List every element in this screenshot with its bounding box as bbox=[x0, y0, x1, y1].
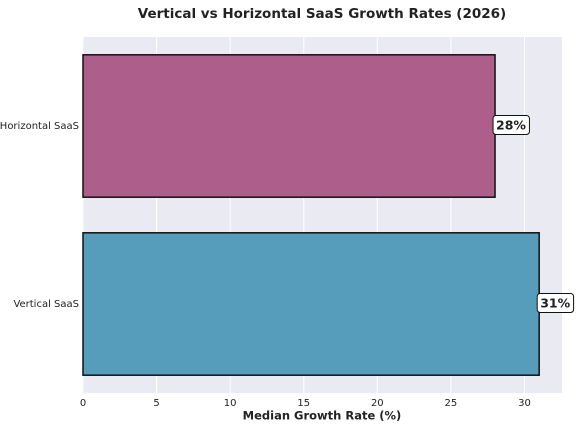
chart-title: Vertical vs Horizontal SaaS Growth Rates… bbox=[138, 6, 506, 22]
x-tick-label: 20 bbox=[371, 398, 384, 409]
y-tick-label: Horizontal SaaS bbox=[0, 121, 79, 132]
value-label-box bbox=[536, 293, 575, 313]
value-label: 31% bbox=[540, 296, 570, 311]
x-tick-label: 25 bbox=[445, 398, 458, 409]
x-tick-label: 15 bbox=[297, 398, 310, 409]
y-tick-label: Vertical SaaS bbox=[13, 299, 79, 310]
x-axis-label: Median Growth Rate (%) bbox=[243, 409, 402, 423]
bar bbox=[82, 232, 540, 376]
bar bbox=[82, 54, 496, 198]
x-tick-label: 10 bbox=[224, 398, 237, 409]
value-label: 28% bbox=[496, 118, 526, 133]
x-tick-label: 5 bbox=[153, 398, 159, 409]
x-tick-label: 30 bbox=[518, 398, 531, 409]
x-tick-label: 0 bbox=[80, 398, 86, 409]
value-label-box bbox=[492, 115, 530, 135]
